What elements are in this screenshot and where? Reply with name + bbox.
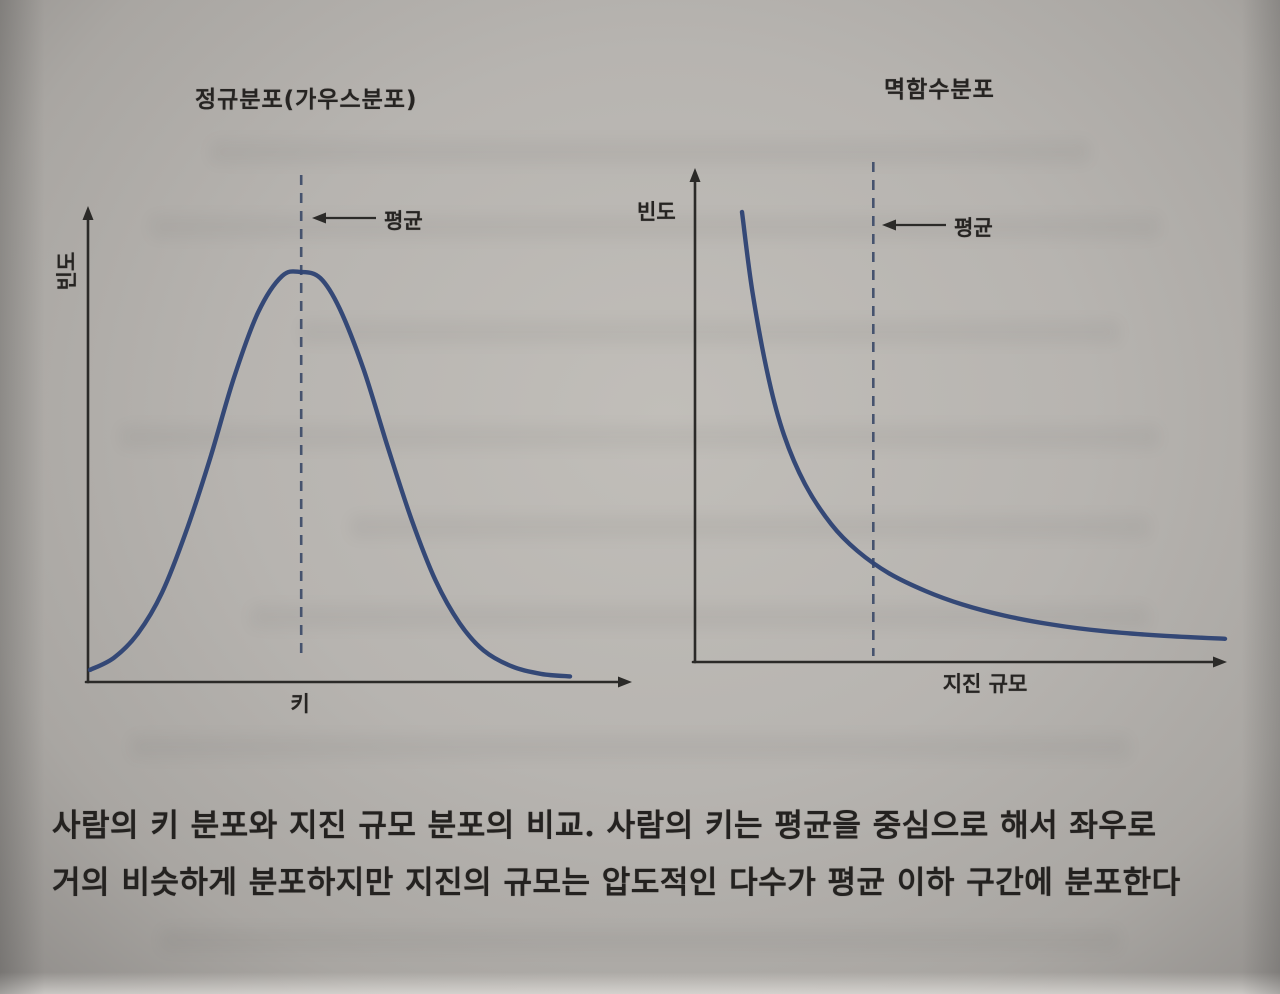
caption-line-1: 사람의 키 분포와 지진 규모 분포의 비교. 사람의 키는 평균을 중심으로 … <box>52 808 1157 844</box>
bleed-through-text <box>130 735 1130 759</box>
chart-title: 정규분포(가우스분포) <box>195 87 418 113</box>
power-law-distribution-chart: 멱함수분포 빈도 지진 규모 평균 <box>620 60 1270 730</box>
bleed-through-text <box>300 320 1120 344</box>
x-axis-arrowhead-icon <box>1213 656 1227 668</box>
mean-annotation-label: 평균 <box>954 216 993 240</box>
mean-arrowhead-icon <box>312 212 326 224</box>
distribution-curve <box>739 209 1228 641</box>
bleed-through-text <box>160 928 1120 952</box>
y-axis-arrowhead-icon <box>82 206 94 220</box>
normal-distribution-plot <box>82 175 632 688</box>
bleed-through-text <box>210 140 1090 164</box>
figure-caption: 사람의 키 분포와 지진 규모 분포의 비교. 사람의 키는 평균을 중심으로 … <box>52 798 1242 912</box>
bleed-through-text <box>120 425 1160 449</box>
x-axis-label: 지진 규모 <box>942 672 1028 696</box>
caption-line-2: 거의 비슷하게 분포하지만 지진의 규모는 압도적인 다수가 평균 이하 구간에… <box>52 865 1181 901</box>
normal-distribution-chart: 정규분포(가우스분포) 빈도 키 평균 <box>40 60 640 730</box>
y-axis-label: 빈도 <box>55 251 79 291</box>
x-axis-label: 키 <box>290 692 310 716</box>
chart-title: 멱함수분포 <box>884 77 995 103</box>
power-law-distribution-plot <box>689 162 1228 668</box>
distribution-curve <box>87 269 573 679</box>
y-axis-label: 빈도 <box>637 200 676 224</box>
mean-arrowhead-icon <box>882 219 896 231</box>
bleed-through-text <box>350 515 1150 539</box>
mean-annotation-label: 평균 <box>384 209 423 233</box>
x-axis-arrowhead-icon <box>618 676 632 688</box>
bleed-through-text <box>250 605 1150 629</box>
y-axis-arrowhead-icon <box>689 168 701 182</box>
